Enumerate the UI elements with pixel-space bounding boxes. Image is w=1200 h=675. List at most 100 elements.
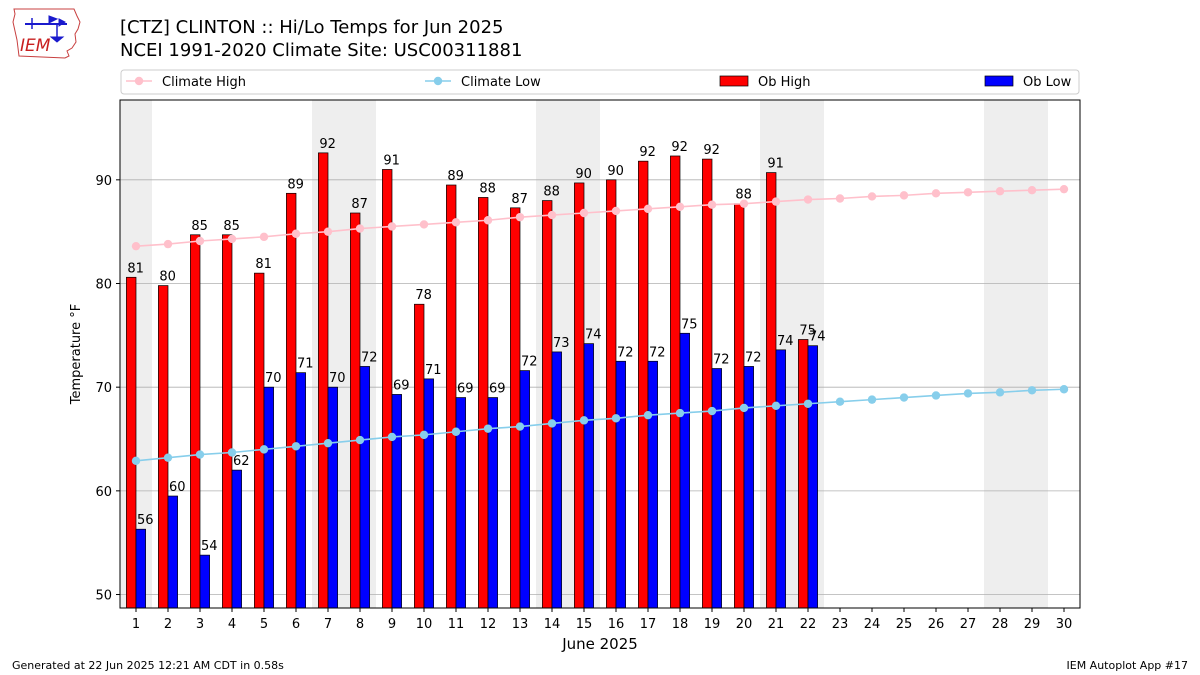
x-tick-label-24: 24 xyxy=(864,617,881,632)
ob-high-bar-day-13 xyxy=(510,207,521,609)
ob-high-bar-day-1 xyxy=(126,276,137,609)
ob-low-bar-day-5 xyxy=(263,386,274,609)
x-tick-label-1: 1 xyxy=(132,617,140,632)
climate-high-point-day-2 xyxy=(163,239,173,249)
ob-low-bar-day-20 xyxy=(743,366,754,609)
ob-high-bar-day-17 xyxy=(638,160,649,609)
ob-high-bar-day-22 xyxy=(798,339,809,609)
weather-station-icon xyxy=(25,15,67,43)
ob-low-bar-day-15 xyxy=(583,343,594,609)
x-tick-label-26: 26 xyxy=(928,617,945,632)
ob-low-label-day-7: 70 xyxy=(329,371,346,386)
climate-low-point-day-15 xyxy=(579,416,589,425)
y-tick-label-70: 70 xyxy=(95,381,112,396)
x-tick-label-13: 13 xyxy=(512,617,529,632)
weekend-shade-day-28 xyxy=(984,100,1016,608)
ob-high-label-day-11: 89 xyxy=(447,169,464,184)
climate-high-point-day-4 xyxy=(227,234,237,244)
ob-high-legend-swatch xyxy=(719,75,749,87)
x-tick-label-28: 28 xyxy=(992,617,1009,632)
climate-low-line xyxy=(135,388,1065,462)
ob-high-legend-label: Ob High xyxy=(758,75,811,90)
ob-low-label-day-17: 72 xyxy=(649,345,666,360)
x-tick-label-21: 21 xyxy=(768,617,785,632)
ob-low-bar-day-4 xyxy=(231,469,242,609)
ob-low-label-day-13: 72 xyxy=(521,355,538,370)
x-tick-label-30: 30 xyxy=(1056,617,1073,632)
ob-low-bar-day-8 xyxy=(359,366,370,609)
climate-low-legend-marker xyxy=(433,76,443,86)
x-tick-label-17: 17 xyxy=(640,617,657,632)
climate-high-point-day-18 xyxy=(675,202,685,211)
climate-high-point-day-24 xyxy=(867,192,877,201)
ob-low-bar-day-10 xyxy=(423,378,434,609)
climate-high-point-day-12 xyxy=(483,216,493,225)
climate-high-point-day-23 xyxy=(835,194,845,203)
climate-low-point-day-25 xyxy=(899,393,909,402)
ob-low-label-day-12: 69 xyxy=(489,382,506,397)
ob-high-label-day-19: 92 xyxy=(703,143,720,158)
weekend-shade-day-29 xyxy=(1016,100,1048,608)
climate-low-point-day-18 xyxy=(675,408,685,418)
climate-low-point-day-6 xyxy=(291,442,301,451)
ob-low-label-day-10: 71 xyxy=(425,363,442,378)
ob-high-label-day-16: 90 xyxy=(607,164,624,179)
climate-high-point-day-9 xyxy=(387,222,397,231)
ob-high-bar-day-2 xyxy=(158,285,169,609)
ob-low-bar-day-16 xyxy=(615,360,626,609)
ob-high-bar-day-19 xyxy=(702,158,713,609)
ob-low-label-day-9: 69 xyxy=(393,378,410,393)
climate-low-point-day-3 xyxy=(195,450,205,459)
climate-low-point-day-10 xyxy=(419,430,429,440)
ob-low-bar-day-13 xyxy=(519,370,530,609)
ob-high-bar-day-15 xyxy=(574,182,585,609)
x-tick-label-12: 12 xyxy=(480,617,497,632)
ob-high-bar-day-4 xyxy=(222,234,233,609)
ob-low-bar-day-19 xyxy=(711,368,722,609)
logo-text: IEM xyxy=(20,36,51,56)
ob-high-label-day-22: 75 xyxy=(799,323,816,338)
generated-timestamp: Generated at 22 Jun 2025 12:21 AM CDT in… xyxy=(12,659,284,672)
x-tick-label-29: 29 xyxy=(1024,617,1041,632)
ob-low-label-day-11: 69 xyxy=(457,382,474,397)
ob-high-label-day-20: 88 xyxy=(735,188,752,203)
chart-subtitle: NCEI 1991-2020 Climate Site: USC00311881 xyxy=(120,40,523,61)
climate-high-point-day-3 xyxy=(195,236,205,246)
ob-high-label-day-15: 90 xyxy=(575,167,592,182)
climate-high-point-day-5 xyxy=(259,232,269,242)
climate-high-point-day-15 xyxy=(579,208,589,218)
ob-high-label-day-5: 81 xyxy=(255,257,272,272)
ob-high-bar-day-21 xyxy=(766,172,777,609)
climate-high-point-day-7 xyxy=(323,227,333,236)
ob-high-label-day-10: 78 xyxy=(415,288,432,303)
x-tick-label-7: 7 xyxy=(324,617,332,632)
x-tick-label-11: 11 xyxy=(448,617,465,632)
ob-low-label-day-21: 74 xyxy=(777,334,794,349)
climate-high-point-day-14 xyxy=(547,210,557,220)
x-tick-label-14: 14 xyxy=(544,617,561,632)
climate-low-point-day-17 xyxy=(643,410,653,420)
climate-low-point-day-2 xyxy=(163,453,173,462)
climate-high-point-day-1 xyxy=(131,241,141,251)
climate-high-point-day-17 xyxy=(643,204,653,214)
climate-low-point-day-14 xyxy=(547,419,557,428)
ob-low-label-day-22: 74 xyxy=(809,330,826,345)
ob-low-label-day-2: 60 xyxy=(169,480,186,495)
x-tick-label-8: 8 xyxy=(356,617,364,632)
x-tick-label-2: 2 xyxy=(164,617,172,632)
climate-high-point-day-6 xyxy=(291,229,301,238)
climate-low-point-day-9 xyxy=(387,432,397,442)
climate-high-point-day-28 xyxy=(995,187,1005,196)
climate-low-point-day-23 xyxy=(835,397,845,406)
ob-high-bar-day-10 xyxy=(414,303,425,609)
climate-low-point-day-5 xyxy=(259,445,269,454)
ob-high-label-day-2: 80 xyxy=(159,270,176,285)
ob-low-legend-label: Ob Low xyxy=(1023,75,1072,90)
climate-low-point-day-24 xyxy=(867,395,877,404)
climate-low-point-day-26 xyxy=(931,391,941,400)
x-axis-label: June 2025 xyxy=(561,635,638,653)
x-tick-label-25: 25 xyxy=(896,617,913,632)
ob-low-label-day-4: 62 xyxy=(233,454,250,469)
climate-low-point-day-8 xyxy=(355,435,365,445)
